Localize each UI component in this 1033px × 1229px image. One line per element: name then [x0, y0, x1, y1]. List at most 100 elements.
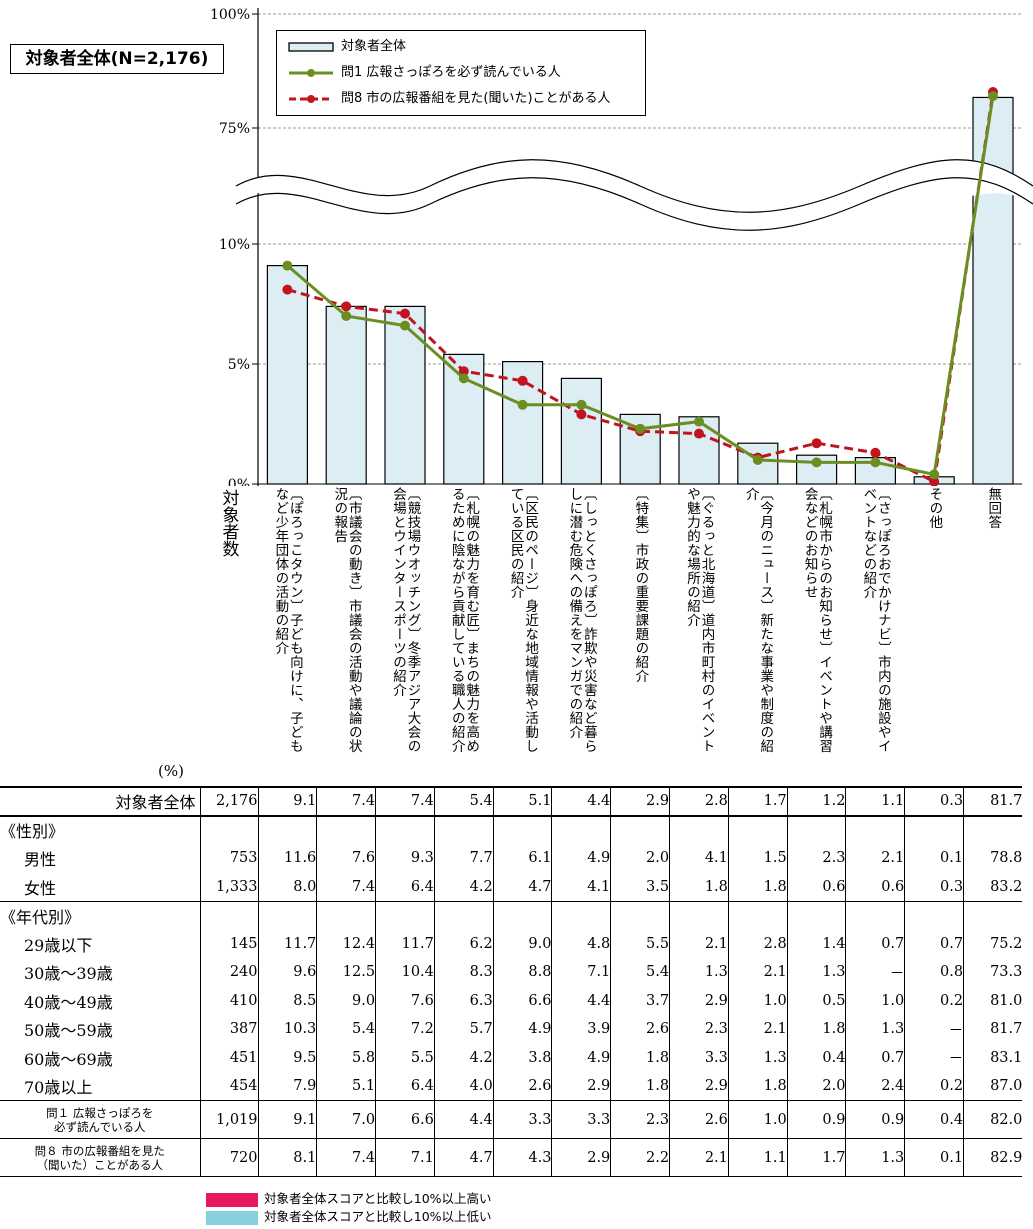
note-low-text: 対象者全体スコアと比較し10%以上低い [264, 1209, 492, 1224]
value-cell: 4.9 [551, 1043, 611, 1072]
value-cell: 2.8 [669, 786, 729, 817]
note-high: 対象者全体スコアと比較し10%以上高い [206, 1188, 492, 1207]
value-cell: 5.4 [316, 1015, 376, 1044]
value-cell: 0.3 [904, 872, 964, 901]
bar [325, 305, 367, 485]
value-cell: 8.8 [492, 958, 552, 987]
value-cell: 9.0 [492, 929, 552, 958]
chart: 0% 5% 10% 75% 100% [210, 7, 1033, 486]
header-category: 〔しっとくさっぽろ〕詐欺や災害など暮らしに潜む危険への備えをマンガでの紹介 [552, 485, 611, 787]
bar [266, 265, 308, 485]
value-cell: 4.4 [551, 986, 611, 1015]
value-cell: 2.3 [610, 1100, 670, 1139]
value-cell [786, 900, 846, 930]
value-cell: 3.9 [551, 1015, 611, 1044]
value-cell: 2.0 [610, 844, 670, 873]
value-cell: 81.0 [963, 986, 1023, 1015]
row-label: 40歳～49歳 [24, 992, 113, 1012]
value-cell: 7.6 [316, 844, 376, 873]
table-row: 問８ 市の広報番組を見た （聞いた）ことがある人 720 8.1 7.4 7.1 4.7 4… [0, 1138, 1023, 1177]
value-cell: 7.9 [257, 1072, 317, 1101]
value-cell: 4.8 [551, 929, 611, 958]
value-cell: 5.7 [433, 1015, 494, 1044]
value-cell: 2.3 [786, 844, 846, 873]
value-cell: 81.7 [963, 1015, 1023, 1044]
y-tick-label: 10% [219, 237, 250, 253]
value-cell: 3.3 [492, 1100, 552, 1139]
value-cell: 0.7 [845, 1043, 905, 1072]
value-cell: 5.5 [610, 929, 670, 958]
value-cell: 8.1 [257, 1138, 317, 1177]
value-cell [669, 815, 729, 844]
table-row: 対象者全体 2,176 9.1 7.4 7.4 5.4 5.1 4.4 2.9 2.8 1.7 1.2… [0, 786, 1023, 817]
value-cell: 2.1 [669, 929, 729, 958]
q1-series-point [694, 416, 704, 427]
table-row: 《年代別》 [0, 900, 1023, 930]
value-cell: 7.4 [316, 872, 376, 901]
q1-series-point [870, 457, 881, 468]
q1-series-point [341, 311, 352, 321]
value-cell [492, 900, 552, 930]
q1-series-point [988, 91, 998, 102]
value-cell [375, 815, 435, 844]
header-category: 〔区民のページ〕身近な地域情報や活動している区民の紹介 [493, 485, 552, 787]
header-category-text: 〔区民のページ〕身近な地域情報や活動している区民の紹介 [507, 487, 539, 753]
value-cell: 6.1 [492, 844, 552, 873]
value-cell: 8.0 [257, 872, 317, 901]
legend-label-q1: 問1 広報さっぽろを必ず読んでいる人 [341, 65, 561, 80]
table-row: 30歳～39歳 240 9.6 12.5 10.4 8.3 8.8 7.1 5.4 1.3 2.1 1… [0, 958, 1023, 987]
header-category-text: 〔ぽろっこタウン〕子ども向けに、子どもなど少年団体の活動の紹介 [272, 487, 303, 753]
n-cell [199, 900, 258, 930]
value-cell: 87.0 [963, 1072, 1023, 1101]
value-cell: 4.9 [551, 844, 611, 873]
header-category: 〔今月のニュース〕新たな事業や制度の紹介 [728, 485, 787, 787]
value-cell: 1.8 [669, 872, 729, 901]
q1-series-point [929, 469, 940, 480]
value-cell: 11.7 [375, 929, 435, 958]
row-label: 女性 [24, 878, 57, 898]
header-category: その他 [905, 485, 964, 787]
value-cell: 5.8 [316, 1043, 376, 1072]
row-label: 30歳～39歳 [24, 964, 113, 984]
value-cell: 75.2 [963, 929, 1023, 958]
n-cell: 451 [199, 1043, 258, 1072]
value-cell: 1.0 [727, 1100, 788, 1139]
n-cell: 720 [199, 1138, 258, 1177]
value-cell: 2.9 [669, 1072, 729, 1101]
value-cell: 2.1 [727, 1015, 788, 1044]
value-cell: 1.8 [786, 1015, 846, 1044]
header-category-text: 無回答 [985, 487, 1002, 529]
value-cell: 10.4 [375, 958, 435, 987]
table-row: 60歳～69歳 451 9.5 5.8 5.5 4.2 3.8 4.9 1.8 3.3 1.3 0.4… [0, 1043, 1023, 1072]
value-cell: 3.7 [610, 986, 670, 1015]
value-cell: 2.6 [492, 1072, 552, 1101]
value-cell: 7.1 [375, 1138, 435, 1177]
legend-entry-q1: 問1 広報さっぽろを必ず読んでいる人 [287, 63, 561, 83]
value-cell: 5.4 [433, 786, 494, 817]
n-cell: 145 [199, 929, 258, 958]
value-cell: 73.3 [963, 958, 1023, 987]
value-cell: 7.6 [375, 986, 435, 1015]
row-label: 問１ 広報さっぽろを 必ず読んでいる人 [0, 1100, 200, 1139]
value-cell: 6.6 [492, 986, 552, 1015]
value-cell: 7.1 [551, 958, 611, 987]
value-cell: 3.8 [492, 1043, 552, 1072]
value-cell: － [904, 1015, 964, 1044]
value-cell: 0.9 [845, 1100, 905, 1139]
value-cell: 2.6 [669, 1100, 729, 1139]
header-category: 〔ぐるっと北海道〕道内市町村のイベントや魅力的な場所の紹介 [670, 485, 729, 787]
value-cell: 1.4 [786, 929, 846, 958]
value-cell: 1.3 [786, 958, 846, 987]
value-cell: 7.7 [433, 844, 494, 873]
value-cell: 2.3 [669, 1015, 729, 1044]
value-cell [904, 900, 964, 930]
q8-series-point [811, 438, 822, 449]
table-row: 問１ 広報さっぽろを 必ず読んでいる人 1,019 9.1 7.0 6.6 4.4 3.3 3… [0, 1100, 1023, 1139]
value-cell [257, 815, 317, 844]
table-row: 40歳～49歳 410 8.5 9.0 7.6 6.3 6.6 4.4 3.7 2.9 1.0 0.5… [0, 986, 1023, 1015]
header-category-text: 〔札幌の魅力を育む匠〕まちの魅力を高めるために陰ながら貢献している職人の紹介 [448, 487, 480, 753]
q8-series-point [517, 375, 528, 386]
value-cell: 4.0 [433, 1072, 494, 1101]
value-cell: 1.5 [727, 844, 788, 873]
value-cell: 9.5 [257, 1043, 317, 1072]
